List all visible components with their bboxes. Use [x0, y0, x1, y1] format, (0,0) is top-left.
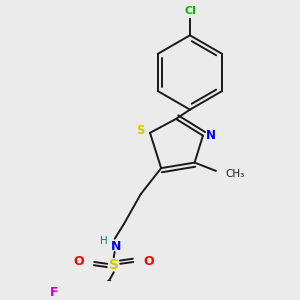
- Text: N: N: [206, 129, 215, 142]
- Text: O: O: [144, 256, 154, 268]
- Text: O: O: [73, 256, 84, 268]
- Text: F: F: [50, 286, 58, 299]
- Text: N: N: [110, 240, 121, 253]
- Text: S: S: [109, 258, 119, 272]
- Text: S: S: [136, 124, 145, 137]
- Text: CH₃: CH₃: [225, 169, 244, 179]
- Text: Cl: Cl: [184, 6, 196, 16]
- Text: H: H: [100, 236, 108, 246]
